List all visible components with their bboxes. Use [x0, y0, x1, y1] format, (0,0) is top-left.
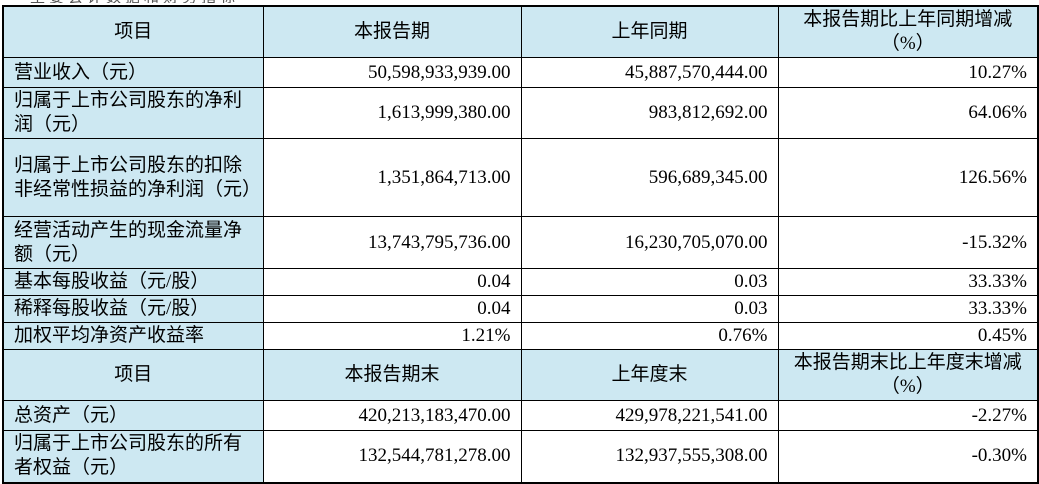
row-change-value: 126.56%	[777, 138, 1039, 217]
row-item-label: 加权平均净资产收益率	[2, 322, 264, 350]
row-item-label: 归属于上市公司股东的扣除非经常性损益的净利润（元）	[2, 138, 264, 217]
row-current-value: 1.21%	[262, 322, 522, 350]
row-prior-value: 0.76%	[520, 322, 779, 350]
clipped-heading-remnant: 主要会计数据和财务指标	[30, 0, 350, 3]
row-change-value: -0.30%	[777, 430, 1039, 483]
row-change-value: 64.06%	[777, 87, 1039, 139]
row-change-value: -2.27%	[777, 400, 1039, 431]
row-prior-value: 0.03	[520, 268, 779, 296]
row-current-value: 420,213,183,470.00	[262, 400, 522, 431]
row-prior-value: 16,230,705,070.00	[520, 216, 779, 269]
header-item: 项目	[2, 349, 264, 401]
row-prior-value: 983,812,692.00	[520, 87, 779, 139]
row-change-value: 0.45%	[777, 322, 1039, 350]
row-current-value: 50,598,933,939.00	[262, 57, 522, 88]
row-prior-value: 45,887,570,444.00	[520, 57, 779, 88]
table-row-shareholders-equity: 归属于上市公司股东的所有者权益（元） 132,544,781,278.00 13…	[2, 430, 1039, 483]
row-prior-value: 596,689,345.00	[520, 138, 779, 217]
row-current-value: 1,351,864,713.00	[262, 138, 522, 217]
table-row-revenue: 营业收入（元） 50,598,933,939.00 45,887,570,444…	[2, 57, 1039, 88]
row-item-label: 基本每股收益（元/股）	[2, 268, 264, 296]
row-change-value: 10.27%	[777, 57, 1039, 88]
table-row-weighted-avg-roe: 加权平均净资产收益率 1.21% 0.76% 0.45%	[2, 322, 1039, 350]
row-current-value: 0.04	[262, 268, 522, 296]
table-row-diluted-eps: 稀释每股收益（元/股） 0.04 0.03 33.33%	[2, 295, 1039, 323]
table-row-total-assets: 总资产（元） 420,213,183,470.00 429,978,221,54…	[2, 400, 1039, 431]
financial-indicators-table: 项目 本报告期 上年同期 本报告期比上年同期增减 （%） 营业收入（元） 50,…	[2, 5, 1039, 484]
row-change-value: -15.32%	[777, 216, 1039, 269]
row-prior-value: 132,937,555,308.00	[520, 430, 779, 483]
period-end-header-row: 项目 本报告期末 上年度末 本报告期末比上年度末增减 （%）	[2, 349, 1039, 401]
header-change-percent: 本报告期末比上年度末增减 （%）	[777, 349, 1039, 401]
header-current-period: 本报告期	[262, 5, 522, 58]
header-item: 项目	[2, 5, 264, 58]
row-prior-value: 0.03	[520, 295, 779, 323]
header-prior-period: 上年同期	[520, 5, 779, 58]
row-change-value: 33.33%	[777, 295, 1039, 323]
row-item-label: 总资产（元）	[2, 400, 264, 431]
row-item-label: 归属于上市公司股东的净利润（元）	[2, 87, 264, 139]
row-item-label: 归属于上市公司股东的所有者权益（元）	[2, 430, 264, 483]
row-current-value: 132,544,781,278.00	[262, 430, 522, 483]
header-prior-year-end: 上年度末	[520, 349, 779, 401]
table-row-basic-eps: 基本每股收益（元/股） 0.04 0.03 33.33%	[2, 268, 1039, 296]
row-item-label: 营业收入（元）	[2, 57, 264, 88]
table-row-net-profit: 归属于上市公司股东的净利润（元） 1,613,999,380.00 983,81…	[2, 87, 1039, 139]
table-row-operating-cash-flow: 经营活动产生的现金流量净额（元） 13,743,795,736.00 16,23…	[2, 216, 1039, 269]
table-row-net-profit-excl-nonrecurring: 归属于上市公司股东的扣除非经常性损益的净利润（元） 1,351,864,713.…	[2, 138, 1039, 217]
clipped-heading-text: 主要会计数据和财务指标	[30, 0, 350, 3]
row-current-value: 13,743,795,736.00	[262, 216, 522, 269]
row-current-value: 0.04	[262, 295, 522, 323]
row-current-value: 1,613,999,380.00	[262, 87, 522, 139]
row-prior-value: 429,978,221,541.00	[520, 400, 779, 431]
header-change-percent: 本报告期比上年同期增减 （%）	[777, 5, 1039, 58]
row-item-label: 稀释每股收益（元/股）	[2, 295, 264, 323]
header-current-period-end: 本报告期末	[262, 349, 522, 401]
row-change-value: 33.33%	[777, 268, 1039, 296]
row-item-label: 经营活动产生的现金流量净额（元）	[2, 216, 264, 269]
period-header-row: 项目 本报告期 上年同期 本报告期比上年同期增减 （%）	[2, 5, 1039, 58]
